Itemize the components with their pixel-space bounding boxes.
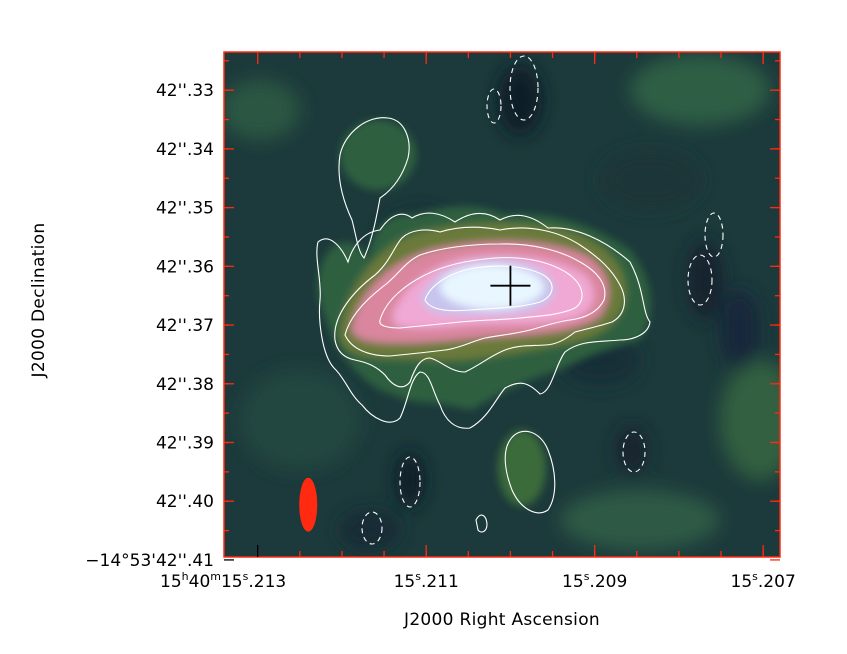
x-tick-label-part: 15 — [221, 572, 243, 592]
x-tick-label-part: 15 — [562, 572, 584, 592]
x-tick-label-part: .209 — [589, 572, 627, 592]
negative-contour — [361, 511, 383, 545]
y-tick-label: 42''.39 — [156, 433, 214, 453]
x-axis-title: J2000 Right Ascension — [403, 610, 600, 630]
x-tick-label-part: 40 — [189, 572, 211, 592]
source-emission — [317, 120, 651, 506]
contour-level-5 — [424, 265, 553, 312]
contour-level-1-south — [504, 430, 556, 514]
y-axis-title: J2000 Declination — [29, 223, 49, 379]
negative-contour — [509, 55, 539, 121]
y-tick-label: 42''.37 — [156, 316, 214, 336]
x-tick-label: 15s.207 — [731, 570, 796, 592]
x-tick-label-superscript: s — [243, 570, 249, 583]
negative-contour — [704, 212, 724, 258]
contour-level-2 — [334, 226, 625, 388]
x-tick-label-superscript: s — [584, 570, 590, 583]
y-tick-label: −14°53'42''.41 — [85, 551, 214, 571]
negative-contour — [399, 456, 421, 508]
source-marker-cross — [490, 265, 531, 306]
beam-ellipse — [299, 477, 318, 532]
y-tick-label: 42''.34 — [156, 140, 214, 160]
contour-level-4 — [379, 257, 583, 329]
negative-contours — [361, 55, 724, 545]
x-tick-label-superscript: s — [752, 570, 758, 583]
negative-contour — [486, 88, 502, 124]
x-tick-label: 15h40m15s.213 — [160, 570, 286, 592]
y-tick-label: 42''.40 — [156, 492, 214, 512]
y-tick-label: 42''.36 — [156, 257, 214, 277]
x-tick-label-part: 15 — [160, 572, 182, 592]
y-tick-label: 42''.38 — [156, 375, 214, 395]
contour-level-1-small — [475, 514, 488, 533]
y-axis: 42''.33 42''.34 42''.35 42''.36 42''.37 42''.… — [85, 60, 780, 571]
x-tick-label: 15s.211 — [394, 570, 459, 592]
negative-contour — [687, 254, 713, 306]
x-tick-label: 15s.209 — [562, 570, 627, 592]
contour-lines — [316, 117, 651, 533]
contour-level-3 — [344, 243, 606, 357]
y-tick-label: 42''.35 — [156, 199, 214, 219]
x-tick-label-part: 15 — [394, 572, 416, 592]
x-axis: 15h40m15s.213 15s.211 15s.209 15s.207 — [160, 52, 796, 592]
heatmap-image — [224, 52, 780, 557]
y-tick-label: 42''.33 — [156, 81, 214, 101]
heatmap-texture — [224, 55, 780, 550]
x-tick-label-superscript: m — [210, 570, 221, 583]
x-tick-label-superscript: h — [182, 570, 189, 583]
plot-frame — [223, 51, 781, 558]
negative-contour — [622, 431, 646, 473]
x-tick-label-part: .213 — [248, 572, 286, 592]
x-tick-label-part: 15 — [731, 572, 753, 592]
contour-level-1 — [316, 212, 651, 429]
contour-level-1-island — [338, 117, 410, 259]
x-tick-label-part: .211 — [421, 572, 459, 592]
x-tick-label-part: .207 — [758, 572, 796, 592]
x-tick-label-superscript: s — [415, 570, 421, 583]
